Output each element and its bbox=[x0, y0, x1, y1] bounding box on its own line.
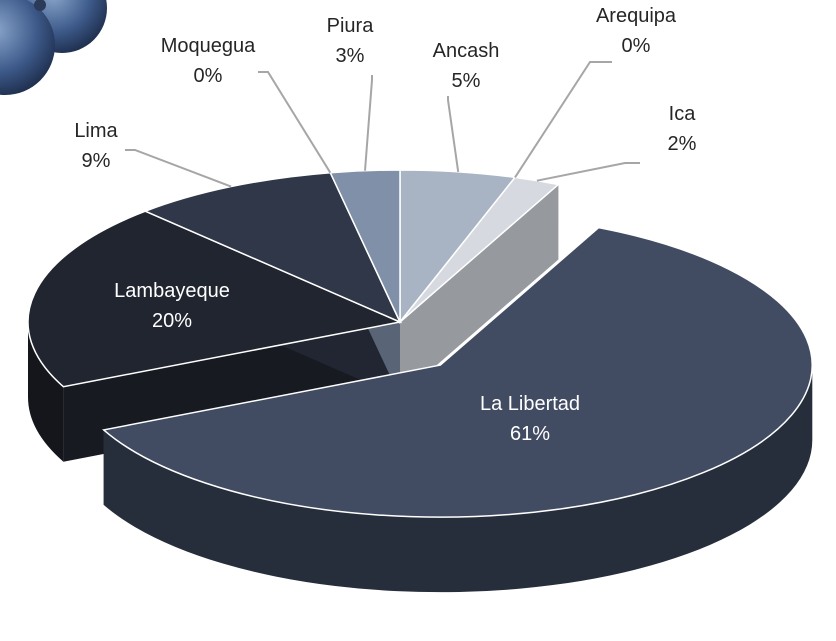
data-label: Ancash 5% bbox=[433, 40, 500, 92]
data-label: Arequipa 0% bbox=[596, 5, 677, 57]
value-label: 2% bbox=[668, 133, 697, 155]
category-label: Ica bbox=[669, 103, 697, 125]
category-label: Piura bbox=[327, 15, 375, 37]
value-label: 61% bbox=[510, 423, 550, 445]
value-label: 0% bbox=[622, 35, 651, 57]
chart: Ancash 5% Arequipa 0% Ica 2% La Libertad 61% Lam… bbox=[0, 0, 836, 641]
blueberry-decoration bbox=[0, 0, 107, 95]
value-label: 5% bbox=[452, 70, 481, 92]
leader-line bbox=[365, 75, 372, 171]
data-label: Moquegua 0% bbox=[161, 35, 256, 87]
category-label: Moquegua bbox=[161, 35, 256, 57]
leader-line bbox=[537, 163, 640, 181]
pie bbox=[28, 170, 812, 592]
category-label: La Libertad bbox=[480, 393, 580, 415]
data-label: Ica 2% bbox=[668, 103, 697, 155]
value-label: 3% bbox=[336, 45, 365, 67]
leader-line bbox=[125, 150, 231, 187]
data-label: Piura 3% bbox=[327, 15, 375, 67]
category-label: Arequipa bbox=[596, 5, 677, 27]
leader-line bbox=[258, 72, 330, 173]
category-label: Lima bbox=[74, 120, 118, 142]
value-label: 9% bbox=[82, 150, 111, 172]
leader-line bbox=[448, 96, 458, 172]
value-label: 20% bbox=[152, 310, 192, 332]
data-label: Lima 9% bbox=[74, 120, 118, 172]
category-label: Lambayeque bbox=[114, 280, 230, 302]
leader-line bbox=[515, 62, 612, 177]
category-label: Ancash bbox=[433, 40, 500, 62]
value-label: 0% bbox=[194, 65, 223, 87]
page: {"chart_data": {"type": "pie", "categori… bbox=[0, 0, 836, 641]
